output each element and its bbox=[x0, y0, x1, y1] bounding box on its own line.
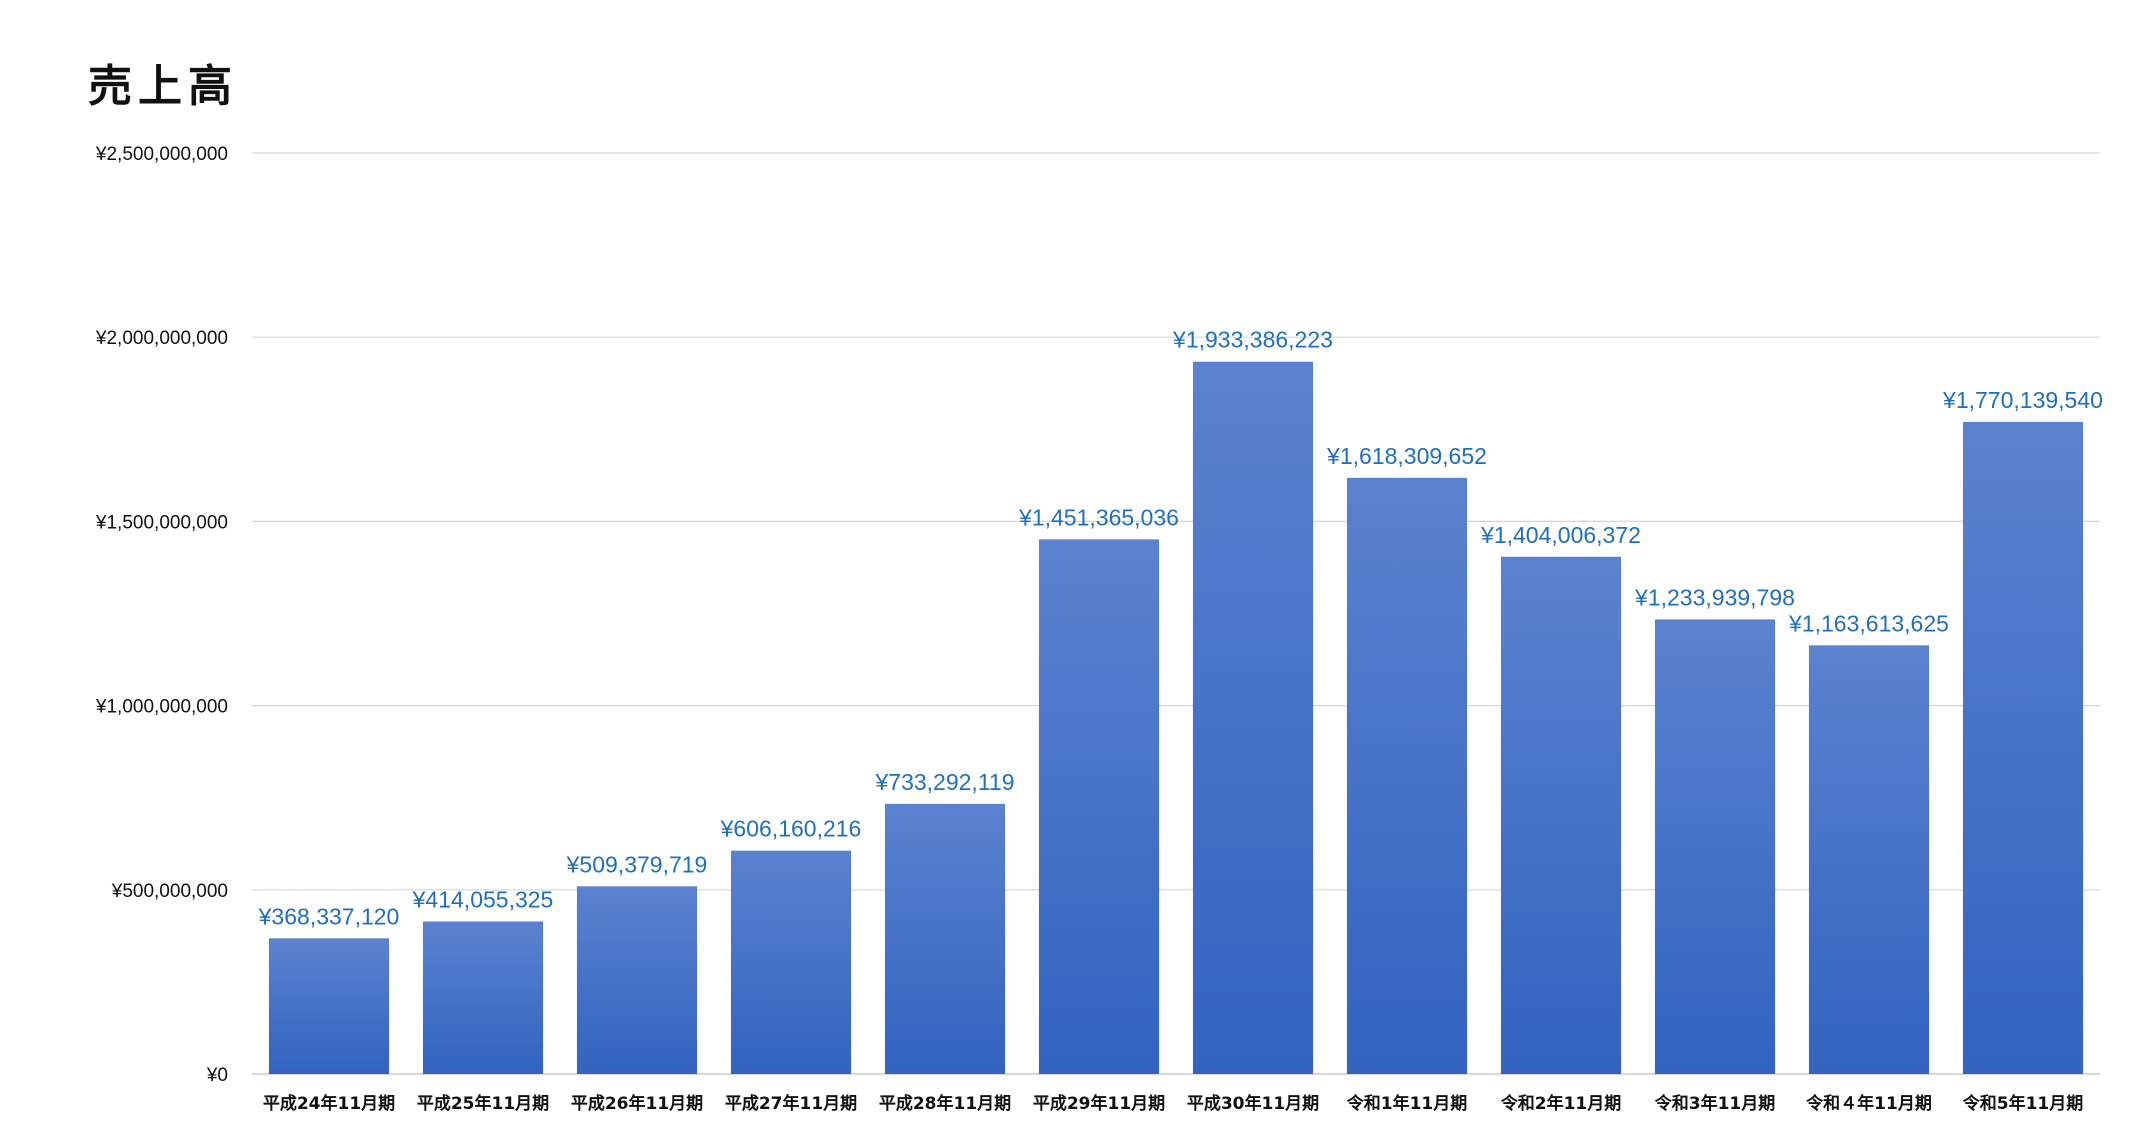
y-tick-label: ¥1,000,000,000 bbox=[95, 697, 228, 718]
bar bbox=[884, 803, 1006, 1074]
y-tick-label: ¥1,500,000,000 bbox=[95, 512, 228, 533]
data-label: ¥1,770,139,540 bbox=[1942, 387, 2103, 413]
bar bbox=[1808, 645, 1930, 1074]
chart-title: 売上高 bbox=[88, 61, 238, 112]
bar bbox=[1346, 477, 1468, 1075]
data-label: ¥733,292,119 bbox=[875, 769, 1015, 795]
x-tick-label: 令和5年11月期 bbox=[1963, 1093, 2084, 1114]
y-tick-label: ¥0 bbox=[206, 1065, 228, 1086]
data-label: ¥368,337,120 bbox=[258, 903, 400, 929]
y-tick-label: ¥2,500,000,000 bbox=[95, 144, 228, 165]
bar bbox=[1500, 556, 1622, 1074]
data-labels: ¥368,337,120 ¥414,055,325 ¥509,379,719 ¥606… bbox=[258, 327, 2103, 930]
x-tick-label: 令和４年11月期 bbox=[1806, 1093, 1932, 1114]
bar bbox=[730, 850, 852, 1074]
data-label: ¥1,233,939,798 bbox=[1634, 584, 1795, 610]
bars bbox=[268, 361, 2084, 1075]
bar bbox=[1192, 361, 1314, 1075]
data-label: ¥1,451,365,036 bbox=[1018, 504, 1179, 530]
bar bbox=[576, 886, 698, 1074]
x-tick-label: 平成27年11月期 bbox=[725, 1093, 857, 1114]
x-tick-label: 平成28年11月期 bbox=[879, 1093, 1011, 1114]
y-tick-label: ¥2,000,000,000 bbox=[95, 328, 228, 349]
gridlines bbox=[252, 152, 2100, 1075]
bar bbox=[1962, 421, 2084, 1074]
bar bbox=[1038, 539, 1160, 1074]
bar bbox=[1654, 619, 1776, 1074]
x-tick-label: 平成24年11月期 bbox=[263, 1093, 395, 1114]
x-tick-label: 平成26年11月期 bbox=[571, 1093, 703, 1114]
y-axis-ticks: ¥0 ¥500,000,000 ¥1,000,000,000 ¥1,500,000,0… bbox=[95, 144, 228, 1086]
x-axis-ticks: 平成24年11月期 平成25年11月期 平成26年11月期 平成27年11月期 平成28… bbox=[263, 1093, 2083, 1114]
x-tick-label: 令和1年11月期 bbox=[1347, 1093, 1468, 1114]
x-tick-label: 平成29年11月期 bbox=[1033, 1093, 1165, 1114]
data-label: ¥1,618,309,652 bbox=[1326, 443, 1487, 469]
data-label: ¥414,055,325 bbox=[412, 886, 554, 912]
x-tick-label: 令和3年11月期 bbox=[1655, 1093, 1776, 1114]
data-label: ¥509,379,719 bbox=[566, 851, 708, 877]
data-label: ¥1,404,006,372 bbox=[1480, 522, 1641, 548]
data-label: ¥1,933,386,223 bbox=[1172, 327, 1333, 353]
bar bbox=[268, 938, 390, 1074]
x-tick-label: 令和2年11月期 bbox=[1501, 1093, 1622, 1114]
data-label: ¥606,160,216 bbox=[720, 816, 862, 842]
bar bbox=[422, 921, 544, 1074]
data-label: ¥1,163,613,625 bbox=[1788, 610, 1949, 636]
x-tick-label: 平成30年11月期 bbox=[1187, 1093, 1319, 1114]
y-tick-label: ¥500,000,000 bbox=[111, 881, 228, 902]
x-tick-label: 平成25年11月期 bbox=[417, 1093, 549, 1114]
